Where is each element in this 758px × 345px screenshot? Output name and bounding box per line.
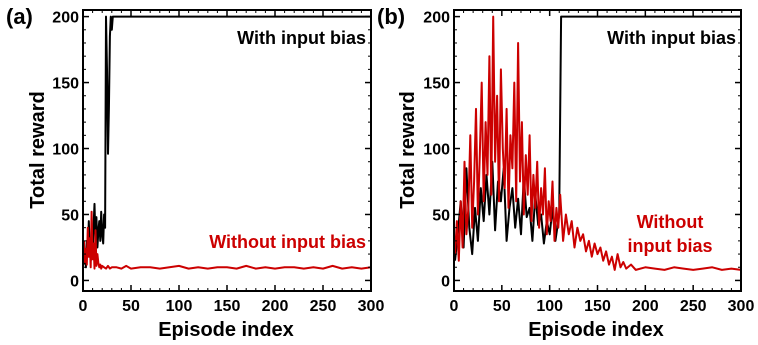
panel-b-series-without-input-bias [454,15,742,271]
panel-b-x-axis-title: Episode index [528,319,664,341]
panel-b-series-with-input-bias [454,15,741,261]
panel-b-annotation-without-bias-line2: input bias [628,236,713,256]
panel-b-x-tick-label: 200 [632,298,659,315]
panel-b-x-tick-label: 150 [584,298,611,315]
panel-a-annotation-with-bias: With input bias [237,28,366,48]
panel-a-series-without-input-bias [83,210,372,270]
panel-b-y-tick-label: 0 [441,273,450,290]
panel-b-y-tick-label: 50 [432,207,450,224]
panel-a-y-tick-label: 50 [61,207,79,224]
panel-b-label: (b) [377,4,405,29]
panel-a-y-tick-label: 100 [52,142,79,159]
panel-b-x-tick-label: 50 [493,298,511,315]
panel-a-x-tick-label: 50 [122,298,140,315]
panel-b-x-tick-label: 0 [450,298,459,315]
panel-b-y-axis-title: Total reward [397,91,419,208]
panel-a-y-tick-label: 0 [70,273,79,290]
panel-b-x-tick-label: 100 [536,298,563,315]
panel-b-annotation-with-bias: With input bias [607,28,736,48]
panel-a-y-axis-title: Total reward [27,91,49,208]
panel-b: (b) Total reward Episode index With inpu… [377,4,754,341]
panel-a-x-tick-label: 150 [214,298,241,315]
panel-b-annotation-without-bias-line1: Without [637,212,704,232]
panel-a-x-tick-label: 0 [79,298,88,315]
panel-a-series-with-input-bias [83,15,371,269]
panel-b-y-tick-label: 100 [423,142,450,159]
panel-b-x-tick-label: 300 [728,298,755,315]
panel-a-y-tick-label: 150 [52,76,79,93]
panel-b-y-tick-label: 200 [423,10,450,27]
panel-a-x-tick-label: 200 [262,298,289,315]
panel-b-x-tick-label: 250 [680,298,707,315]
panel-a-x-axis-title: Episode index [158,319,294,341]
panel-a-x-tick-label: 100 [166,298,193,315]
panel-a-label: (a) [6,4,33,29]
panel-a-annotation-without-bias: Without input bias [209,232,366,252]
panel-a-y-tick-label: 200 [52,10,79,27]
panel-a: (a) Total reward Episode index With inpu… [6,4,384,341]
panel-a-x-tick-label: 250 [310,298,337,315]
panel-a-x-tick-label: 300 [358,298,385,315]
panel-b-y-tick-label: 150 [423,76,450,93]
